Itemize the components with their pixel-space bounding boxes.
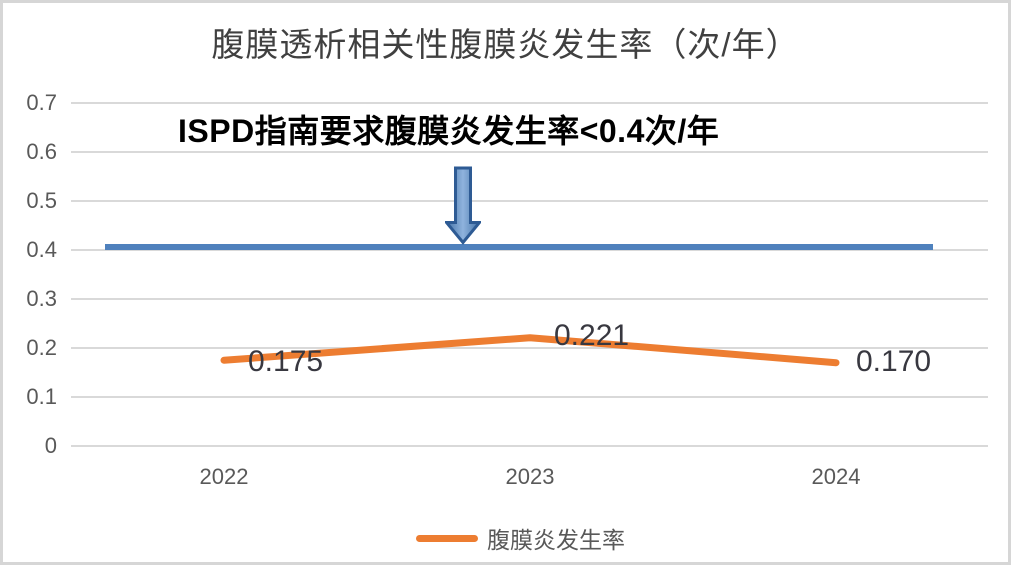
reference-annotation: ISPD指南要求腹膜炎发生率<0.4次/年 [178, 113, 720, 149]
y-axis-tick-label: 0.2 [26, 335, 57, 360]
down-arrow-shape [445, 166, 481, 245]
x-axis-category-label: 2023 [505, 464, 555, 489]
legend: 腹膜炎发生率 [18, 521, 1008, 555]
gridline [71, 151, 988, 153]
legend-series-label: 腹膜炎发生率 [487, 527, 625, 553]
y-axis-tick-label: 0.7 [26, 90, 57, 115]
y-axis-tick-label: 0.4 [26, 237, 57, 262]
y-axis-tick-label: 0 [44, 433, 57, 458]
legend-line-swatch [416, 534, 478, 542]
gridline [71, 445, 988, 447]
reference-threshold-line [105, 244, 933, 250]
y-axis-tick-label: 0.1 [26, 384, 57, 409]
data-label: 0.170 [856, 345, 932, 378]
gridline [71, 347, 988, 349]
gridline [71, 200, 988, 202]
x-axis-category-label: 2024 [811, 464, 861, 489]
down-arrow-icon [445, 166, 481, 245]
chart-title: 腹膜透析相关性腹膜炎发生率（次/年） [211, 26, 800, 63]
y-axis-tick-label: 0.5 [26, 188, 57, 213]
gridline [71, 102, 988, 104]
gridline [71, 396, 988, 398]
data-label: 0.221 [554, 319, 630, 352]
gridline [71, 298, 988, 300]
y-axis-tick-label: 0.3 [26, 286, 57, 311]
x-axis-category-label: 2022 [199, 464, 249, 489]
y-axis-tick-label: 0.6 [26, 139, 57, 164]
data-label: 0.175 [248, 345, 324, 378]
gridline [71, 249, 988, 251]
